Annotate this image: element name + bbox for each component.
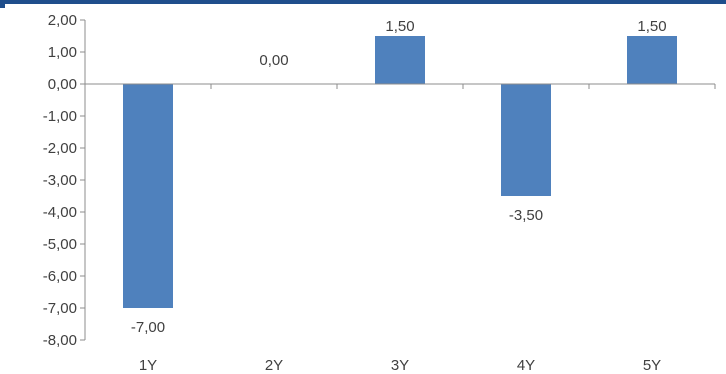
y-tick-label: -7,00 [43,300,77,317]
y-tick-label: -1,00 [43,108,77,125]
x-tick-label: 1Y [139,357,157,374]
y-axis-labels: 2,00 1,00 0,00 -1,00 -2,00 -3,00 -4,00 -5,00 -6,… [43,12,77,349]
data-label: 0,00 [259,52,288,69]
data-label: -7,00 [131,319,165,336]
top-frame-bar [0,0,726,4]
data-labels: -7,00 0,00 1,50 -3,50 1,50 [131,18,667,336]
y-tick-label: 2,00 [48,12,77,29]
bar-1y [123,84,173,308]
y-tick-label: -5,00 [43,236,77,253]
y-tick-label: 0,00 [48,76,77,93]
y-tick-label: -6,00 [43,268,77,285]
data-label: 1,50 [385,18,414,35]
y-tick-label: -4,00 [43,204,77,221]
data-label: 1,50 [637,18,666,35]
bar-3y [375,36,425,84]
x-tick-label: 2Y [265,357,283,374]
bar-5y [627,36,677,84]
x-tick-label: 4Y [517,357,535,374]
bars [123,36,677,308]
data-label: -3,50 [509,207,543,224]
y-tick-label: -3,00 [43,172,77,189]
x-tick-label: 3Y [391,357,409,374]
x-axis-labels: 1Y 2Y 3Y 4Y 5Y [139,357,661,374]
x-tick-label: 5Y [643,357,661,374]
y-axis-ticks [80,19,85,341]
y-tick-label: -8,00 [43,332,77,349]
x-axis-ticks [84,84,716,89]
top-frame-accent [0,0,5,8]
y-tick-label: 1,00 [48,44,77,61]
y-tick-label: -2,00 [43,140,77,157]
bar-4y [501,84,551,196]
